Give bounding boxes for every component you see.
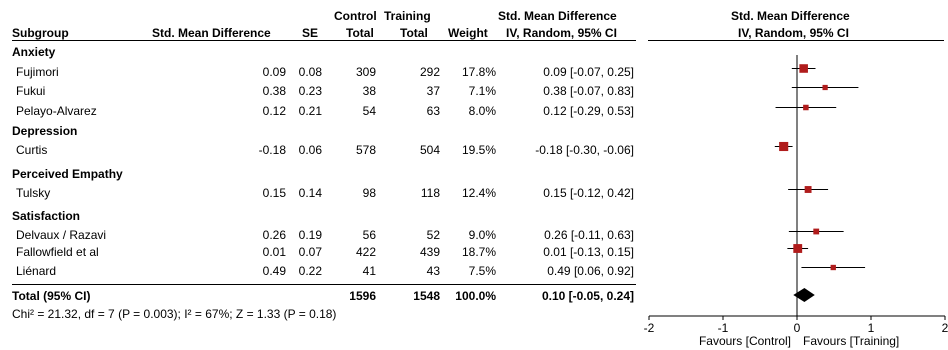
total-training: 1548 — [413, 289, 440, 303]
cell-training: 37 — [426, 84, 440, 98]
study-name: Pelayo-Alvarez — [16, 104, 97, 118]
header-plot-top: Std. Mean Difference — [731, 9, 850, 23]
cell-ci: 0.26 [-0.11, 0.63] — [544, 228, 634, 242]
favours-control-label: Favours [Control] — [699, 334, 791, 348]
study-marker — [822, 84, 828, 91]
cell-se: 0.19 — [298, 228, 322, 242]
cell-ci: 0.15 [-0.12, 0.42] — [543, 186, 634, 200]
study-name: Curtis — [16, 143, 48, 157]
header-rule — [12, 40, 636, 41]
header-smd: Std. Mean Difference — [152, 26, 271, 40]
cell-control: 578 — [355, 143, 376, 157]
header-ci-bottom: IV, Random, 95% CI — [506, 26, 617, 40]
header-plot-bottom: IV, Random, 95% CI — [738, 26, 849, 40]
cell-weight: 7.1% — [468, 84, 496, 98]
header-se: SE — [302, 26, 319, 40]
cell-ci: 0.09 [-0.07, 0.25] — [543, 65, 634, 79]
study-marker — [793, 244, 803, 253]
total-ci: 0.10 [-0.05, 0.24] — [541, 289, 634, 303]
cell-control: 38 — [362, 84, 376, 98]
study-name: Fallowfield et al — [16, 245, 99, 259]
cell-weight: 8.0% — [468, 104, 496, 118]
study-marker — [830, 264, 836, 271]
group-heading: Satisfaction — [12, 209, 81, 223]
cell-ci: 0.12 [-0.29, 0.53] — [543, 104, 634, 118]
header-control-bottom: Total — [346, 26, 374, 40]
cell-weight: 7.5% — [468, 264, 496, 278]
cell-smd: 0.26 — [262, 228, 286, 242]
header-training-top: Training — [384, 9, 431, 23]
cell-se: 0.23 — [298, 84, 322, 98]
cell-ci: -0.18 [-0.30, -0.06] — [535, 143, 634, 157]
total-rule — [12, 284, 636, 285]
x-tick-label: -2 — [644, 321, 655, 335]
cell-control: 98 — [362, 186, 376, 200]
cell-training: 504 — [419, 143, 440, 157]
header-training-bottom: Total — [400, 26, 428, 40]
cell-se: 0.22 — [298, 264, 322, 278]
header-rule-plot — [648, 40, 944, 41]
group-heading: Anxiety — [12, 45, 56, 59]
pooled-diamond — [793, 288, 815, 302]
x-tick-label: 2 — [942, 321, 948, 335]
cell-ci: 0.38 [-0.07, 0.83] — [543, 84, 634, 98]
total-label: Total (95% CI) — [12, 289, 91, 303]
cell-control: 54 — [362, 104, 376, 118]
heterogeneity-stats: Chi² = 21.32, df = 7 (P = 0.003); I² = 6… — [12, 307, 337, 321]
x-tick-label: 0 — [794, 321, 801, 335]
study-marker — [779, 141, 789, 152]
favours-training-label: Favours [Training] — [803, 334, 899, 348]
cell-se: 0.21 — [298, 104, 322, 118]
study-name: Liénard — [16, 264, 57, 278]
cell-training: 63 — [426, 104, 440, 118]
study-marker — [804, 186, 812, 193]
study-marker — [803, 104, 809, 111]
cell-se: 0.07 — [298, 245, 322, 259]
group-heading: Depression — [12, 124, 78, 138]
cell-training: 52 — [426, 228, 440, 242]
cell-training: 439 — [419, 245, 440, 259]
group-heading: Perceived Empathy — [12, 167, 123, 181]
cell-training: 292 — [419, 65, 440, 79]
header-control-top: Control — [334, 9, 377, 23]
cell-smd: 0.38 — [262, 84, 286, 98]
header-subgroup: Subgroup — [12, 26, 69, 40]
cell-training: 118 — [420, 186, 440, 200]
cell-control: 56 — [362, 228, 376, 242]
x-tick-label: -1 — [718, 321, 729, 335]
cell-control: 309 — [355, 65, 376, 79]
cell-control: 41 — [362, 264, 376, 278]
cell-weight: 17.8% — [461, 65, 496, 79]
header-weight: Weight — [448, 26, 488, 40]
cell-control: 422 — [355, 245, 376, 259]
study-name: Fujimori — [16, 65, 59, 79]
study-marker — [813, 228, 820, 235]
cell-weight: 12.4% — [461, 186, 496, 200]
cell-smd: 0.15 — [262, 186, 286, 200]
cell-weight: 18.7% — [461, 245, 496, 259]
study-name: Delvaux / Razavi — [16, 228, 107, 242]
cell-se: 0.08 — [298, 65, 322, 79]
cell-smd: 0.01 — [262, 245, 286, 259]
x-tick-label: 1 — [868, 321, 875, 335]
cell-se: 0.06 — [298, 143, 322, 157]
cell-weight: 9.0% — [468, 228, 496, 242]
total-weight: 100.0% — [455, 289, 496, 303]
study-name: Tulsky — [16, 186, 51, 200]
cell-smd: 0.49 — [262, 264, 286, 278]
cell-smd: 0.09 — [262, 65, 286, 79]
cell-ci: 0.01 [-0.13, 0.15] — [543, 245, 634, 259]
cell-smd: -0.18 — [258, 143, 286, 157]
header-ci-top: Std. Mean Difference — [498, 9, 617, 23]
cell-weight: 19.5% — [461, 143, 496, 157]
study-marker — [799, 64, 808, 73]
cell-ci: 0.49 [0.06, 0.92] — [547, 264, 634, 278]
cell-smd: 0.12 — [262, 104, 286, 118]
total-control: 1596 — [349, 289, 376, 303]
cell-se: 0.14 — [298, 186, 322, 200]
study-name: Fukui — [16, 84, 46, 98]
cell-training: 43 — [426, 264, 440, 278]
